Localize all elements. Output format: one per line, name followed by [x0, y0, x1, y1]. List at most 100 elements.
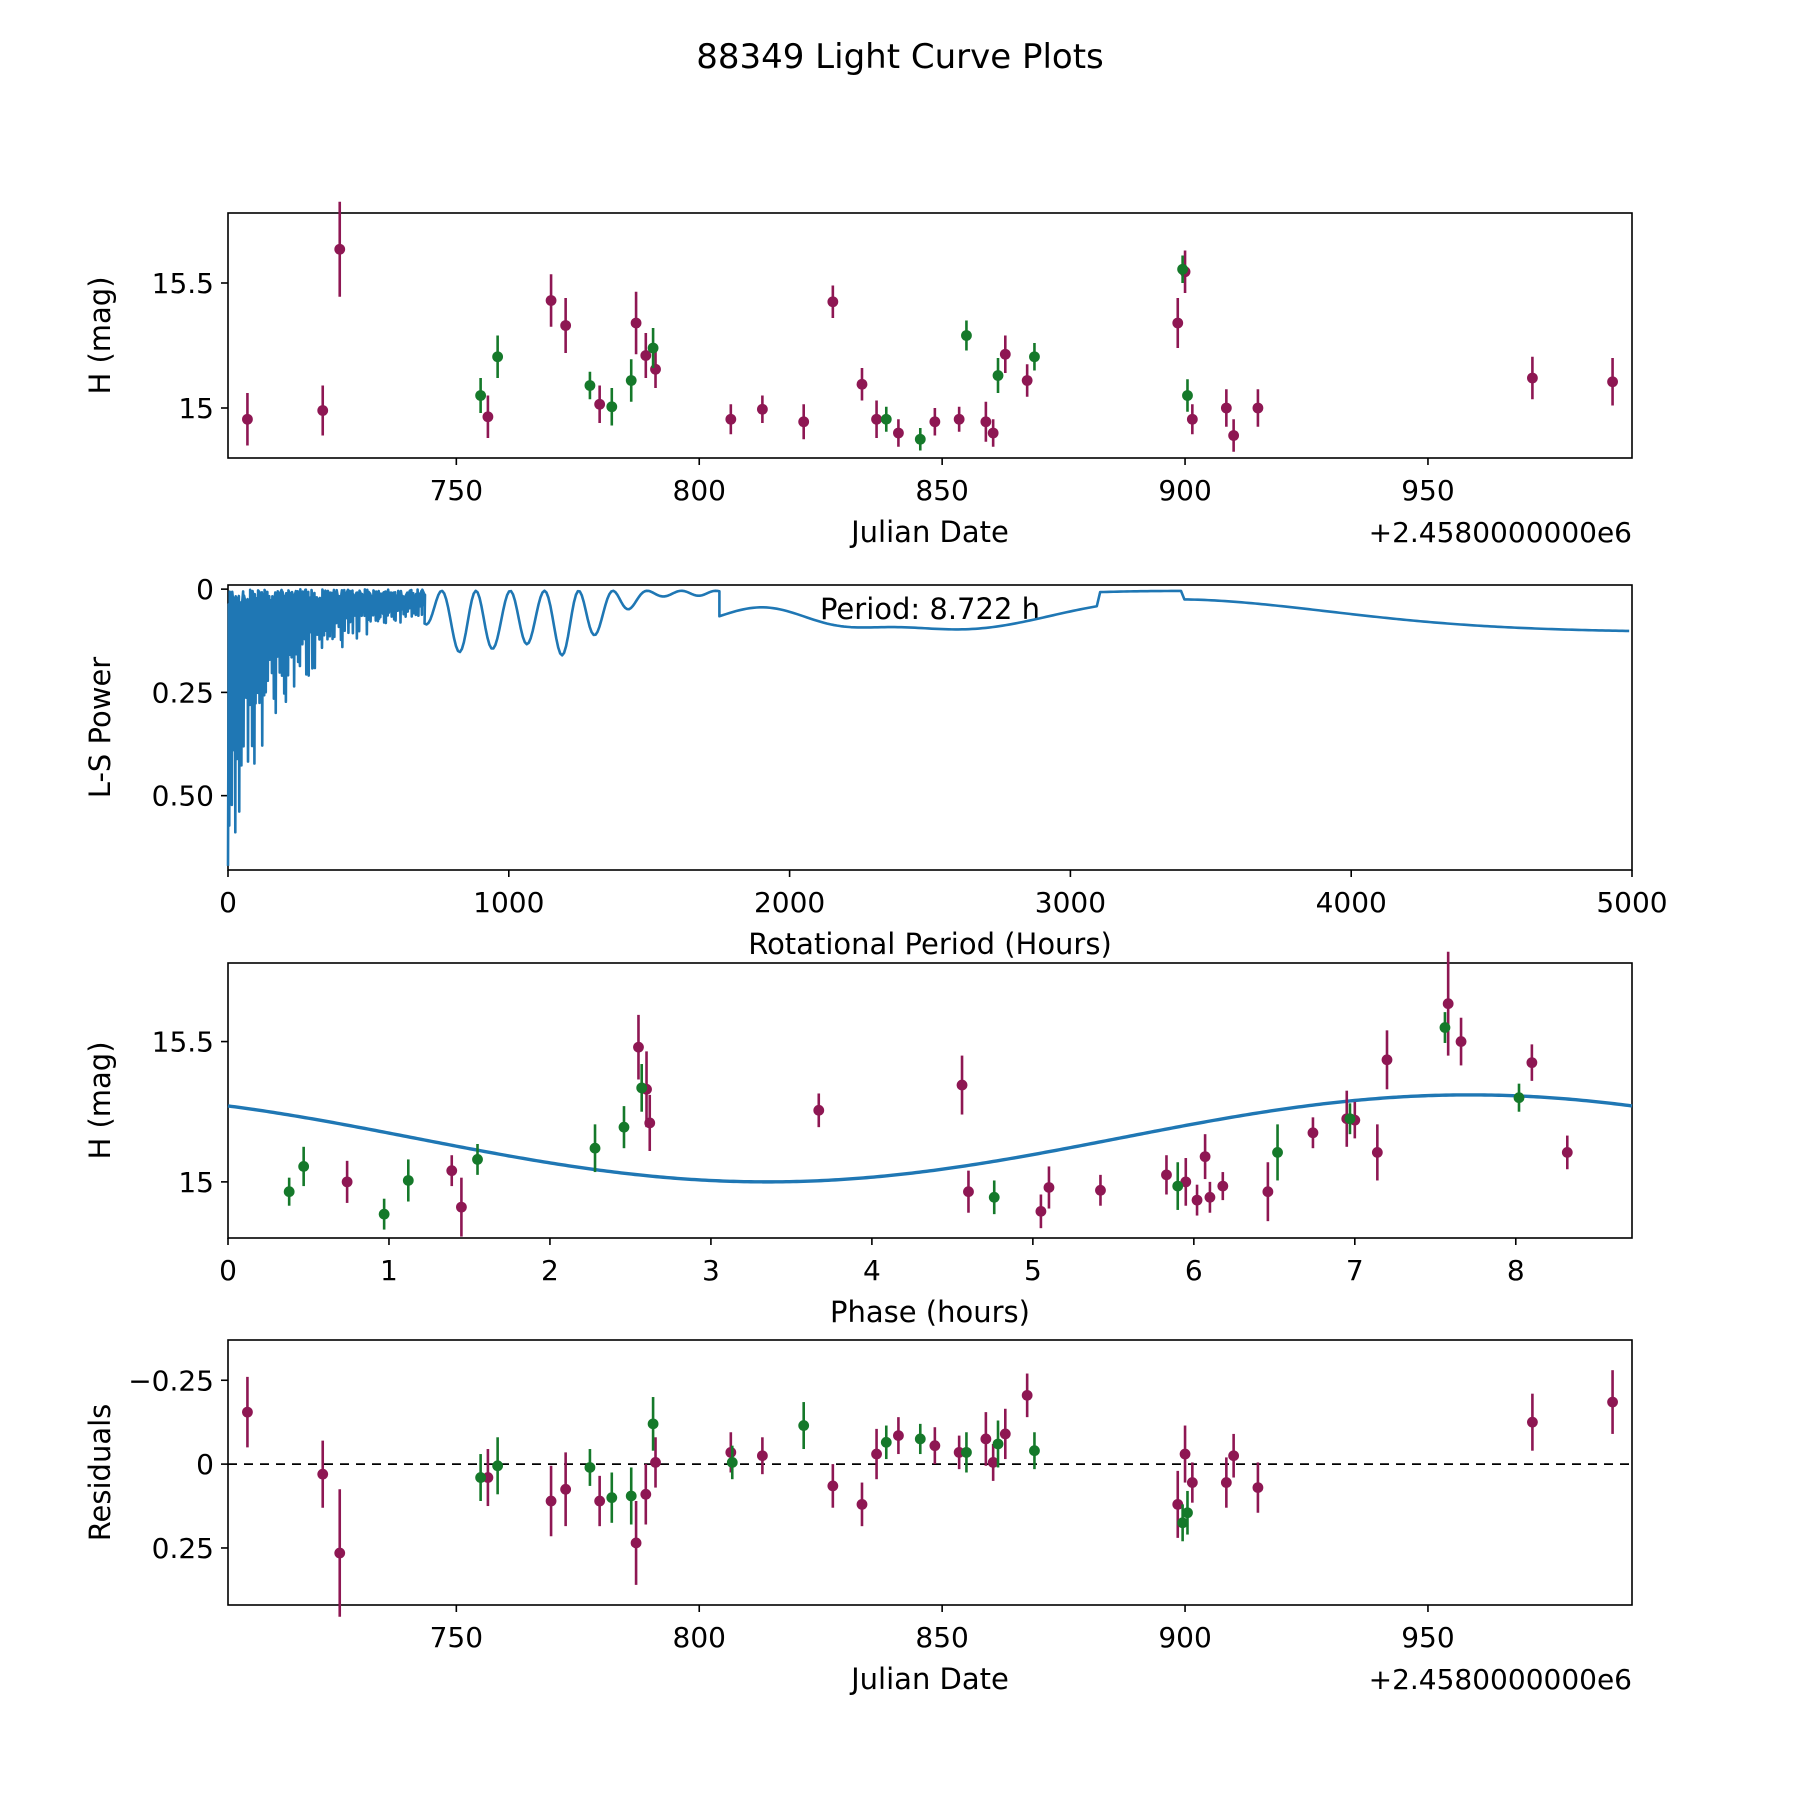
- x-axis-label: Phase (hours): [830, 1295, 1030, 1329]
- data-point: [1228, 430, 1240, 441]
- data-point: [334, 243, 346, 255]
- data-point: [1272, 1147, 1283, 1158]
- data-point: [756, 1450, 768, 1462]
- data-point: [987, 427, 999, 439]
- data-point: [1204, 1191, 1216, 1203]
- y-axis: 15 15.5: [152, 267, 228, 425]
- data-point: [929, 416, 941, 428]
- data-point: [1177, 263, 1189, 275]
- series-series_a: [242, 201, 1618, 452]
- data-point: [446, 1165, 458, 1177]
- x-tick-label: 2: [541, 1254, 559, 1287]
- data-point: [1442, 998, 1454, 1010]
- periodogram-line: [226, 587, 1630, 866]
- series-series_b: [475, 1397, 1193, 1542]
- x-tick-label: 0: [219, 886, 237, 919]
- x-axis: 750 800 850 900 950: [430, 1605, 1455, 1654]
- x-tick-label: 5: [1024, 1254, 1042, 1287]
- data-point: [980, 416, 992, 428]
- data-point: [956, 1079, 968, 1091]
- data-point: [1526, 1057, 1538, 1069]
- data-point: [650, 1457, 661, 1468]
- data-point: [1561, 1147, 1573, 1158]
- data-point: [633, 1041, 644, 1053]
- data-point: [929, 1440, 941, 1452]
- data-point: [827, 1480, 839, 1492]
- data-point: [1252, 1482, 1264, 1493]
- series-series_a: [242, 1370, 1618, 1617]
- data-point: [798, 1420, 810, 1431]
- data-point: [492, 351, 504, 363]
- data-point: [242, 1406, 253, 1418]
- data-point: [999, 1428, 1011, 1440]
- x-tick-label: 0: [219, 1254, 237, 1287]
- data-point: [987, 1457, 999, 1468]
- y-axis-label: H (mag): [83, 1041, 117, 1159]
- data-point: [1182, 390, 1193, 401]
- x-tick-label: 3000: [1035, 886, 1106, 919]
- period-annotation: Period: 8.722 h: [820, 592, 1040, 626]
- data-point: [980, 1433, 992, 1445]
- data-point: [618, 1121, 630, 1133]
- data-point: [402, 1175, 414, 1186]
- x-axis-label: Julian Date: [849, 1662, 1009, 1696]
- data-point: [1455, 1036, 1467, 1047]
- y-tick-label: 15.5: [152, 1026, 214, 1059]
- data-point: [647, 342, 659, 354]
- x-tick-label: 7: [1346, 1254, 1364, 1287]
- data-point: [827, 296, 839, 308]
- data-point: [334, 1547, 346, 1559]
- data-point: [492, 1460, 504, 1472]
- y-axis: 0 0.25 0.50: [152, 573, 228, 813]
- data-point: [856, 1498, 868, 1510]
- data-point: [988, 1191, 1000, 1203]
- data-point: [1172, 1498, 1184, 1510]
- data-point: [914, 1433, 926, 1445]
- axes-frame: [227, 962, 1633, 1239]
- y-axis-label: L-S Power: [83, 657, 117, 798]
- y-tick-label: 15: [178, 392, 214, 425]
- data-point: [283, 1186, 295, 1198]
- data-point: [560, 320, 572, 331]
- data-point: [1217, 1180, 1229, 1192]
- data-point: [378, 1208, 390, 1220]
- data-point: [1172, 1180, 1184, 1192]
- data-point: [1527, 1416, 1538, 1428]
- x-axis: 750 800 850 900 950: [430, 458, 1455, 507]
- data-point: [1252, 402, 1264, 414]
- data-point: [1527, 372, 1538, 384]
- x-offset-text: +2.4580000000e6: [1369, 1663, 1632, 1696]
- axes-frame: [227, 1339, 1633, 1606]
- data-point: [961, 1446, 972, 1458]
- data-point: [1307, 1127, 1319, 1139]
- data-point: [1439, 1022, 1451, 1033]
- data-point: [999, 348, 1011, 360]
- x-axis: 0 1 2 3 4 5 6 7 8: [219, 1238, 1525, 1287]
- panel-phasefold: 0 1 2 3 4 5 6 7 8 15 15.5 Phase (hours) H (mag): [83, 951, 1633, 1329]
- data-point: [1021, 1389, 1033, 1401]
- data-point: [630, 1537, 642, 1549]
- series-series_a: [341, 951, 1573, 1237]
- data-point: [472, 1154, 483, 1165]
- data-point: [1021, 375, 1033, 386]
- x-axis: 0 1000 2000 3000 4000 5000: [219, 870, 1668, 919]
- data-point: [242, 413, 253, 425]
- data-point: [341, 1176, 353, 1188]
- x-tick-label: 4: [863, 1254, 881, 1287]
- data-point: [584, 380, 596, 391]
- data-point: [856, 378, 868, 390]
- x-axis-label: Rotational Period (Hours): [748, 927, 1112, 961]
- y-tick-label: 0: [196, 1448, 214, 1481]
- data-point: [1191, 1194, 1203, 1206]
- data-point: [726, 1457, 738, 1468]
- data-point: [725, 413, 737, 425]
- data-point: [1029, 351, 1040, 363]
- data-point: [594, 398, 606, 410]
- data-point: [606, 401, 618, 413]
- panel-periodogram: 0 1000 2000 3000 4000 5000 0 0.25 0.50 Rotational…: [83, 573, 1668, 961]
- series-series_b: [475, 255, 1193, 451]
- data-point: [1186, 413, 1198, 425]
- x-tick-label: 6: [1185, 1254, 1203, 1287]
